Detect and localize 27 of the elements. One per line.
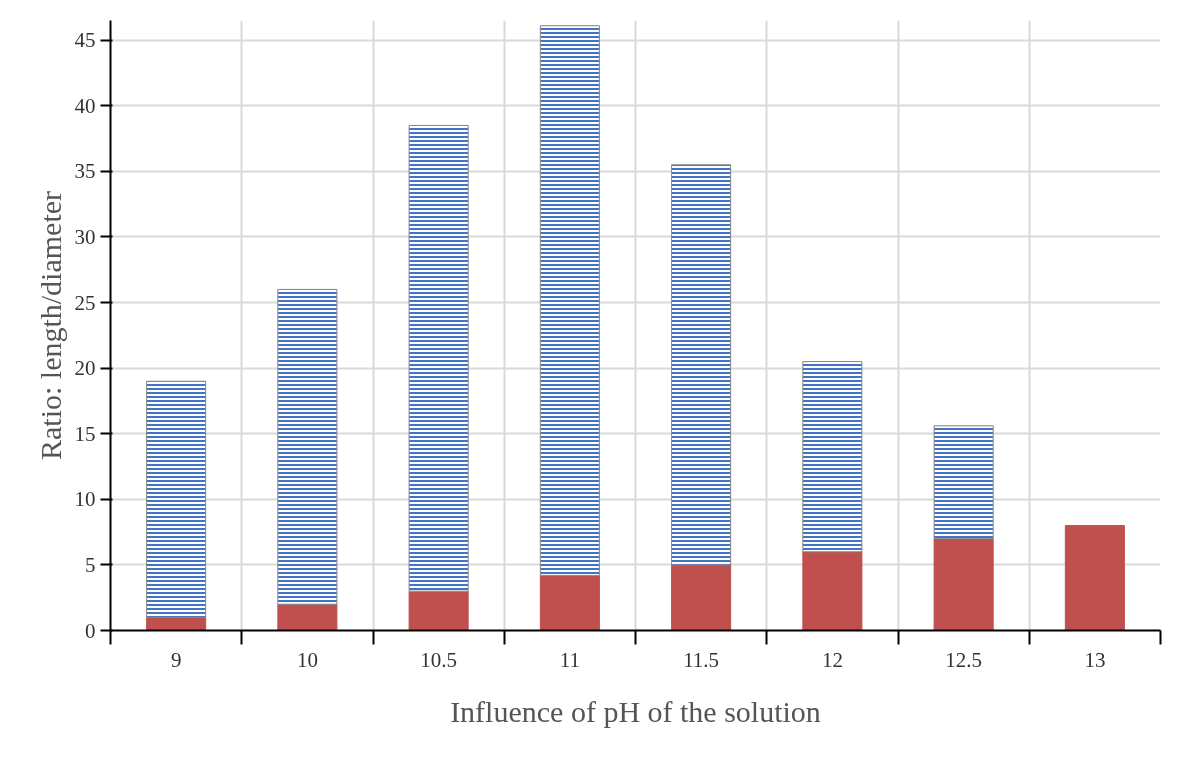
y-tick-label: 35: [74, 159, 96, 184]
x-tick-label: 10: [296, 647, 318, 672]
x-tick-label: 11: [559, 647, 580, 672]
y-tick-label: 45: [74, 28, 96, 53]
y-tick-label: 5: [85, 552, 96, 577]
x-tick-label: 13: [1084, 647, 1106, 672]
x-tick-label: 12.5: [945, 647, 982, 672]
x-tick-label: 11.5: [683, 647, 720, 672]
bar: [933, 538, 994, 631]
y-axis-title: Ratio: length/diameter: [33, 190, 67, 461]
bar: [277, 603, 338, 631]
y-tick-label: 40: [74, 93, 96, 118]
bar: [408, 590, 469, 631]
x-tick-label: 9: [170, 647, 182, 672]
bar: [671, 564, 732, 631]
bar: [802, 551, 863, 631]
bar: [1064, 525, 1125, 631]
x-tick-label: 10.5: [420, 647, 457, 672]
y-tick-label: 20: [74, 356, 96, 381]
bar: [539, 574, 600, 631]
y-tick-label: 0: [85, 618, 96, 643]
y-tick-label: 10: [74, 487, 96, 512]
y-tick-label: 15: [74, 421, 96, 446]
x-axis-title: Influence of pH of the solution: [450, 694, 821, 728]
y-tick-label: 30: [74, 224, 96, 249]
y-tick-label: 25: [74, 290, 96, 315]
x-tick-label: 12: [821, 647, 843, 672]
